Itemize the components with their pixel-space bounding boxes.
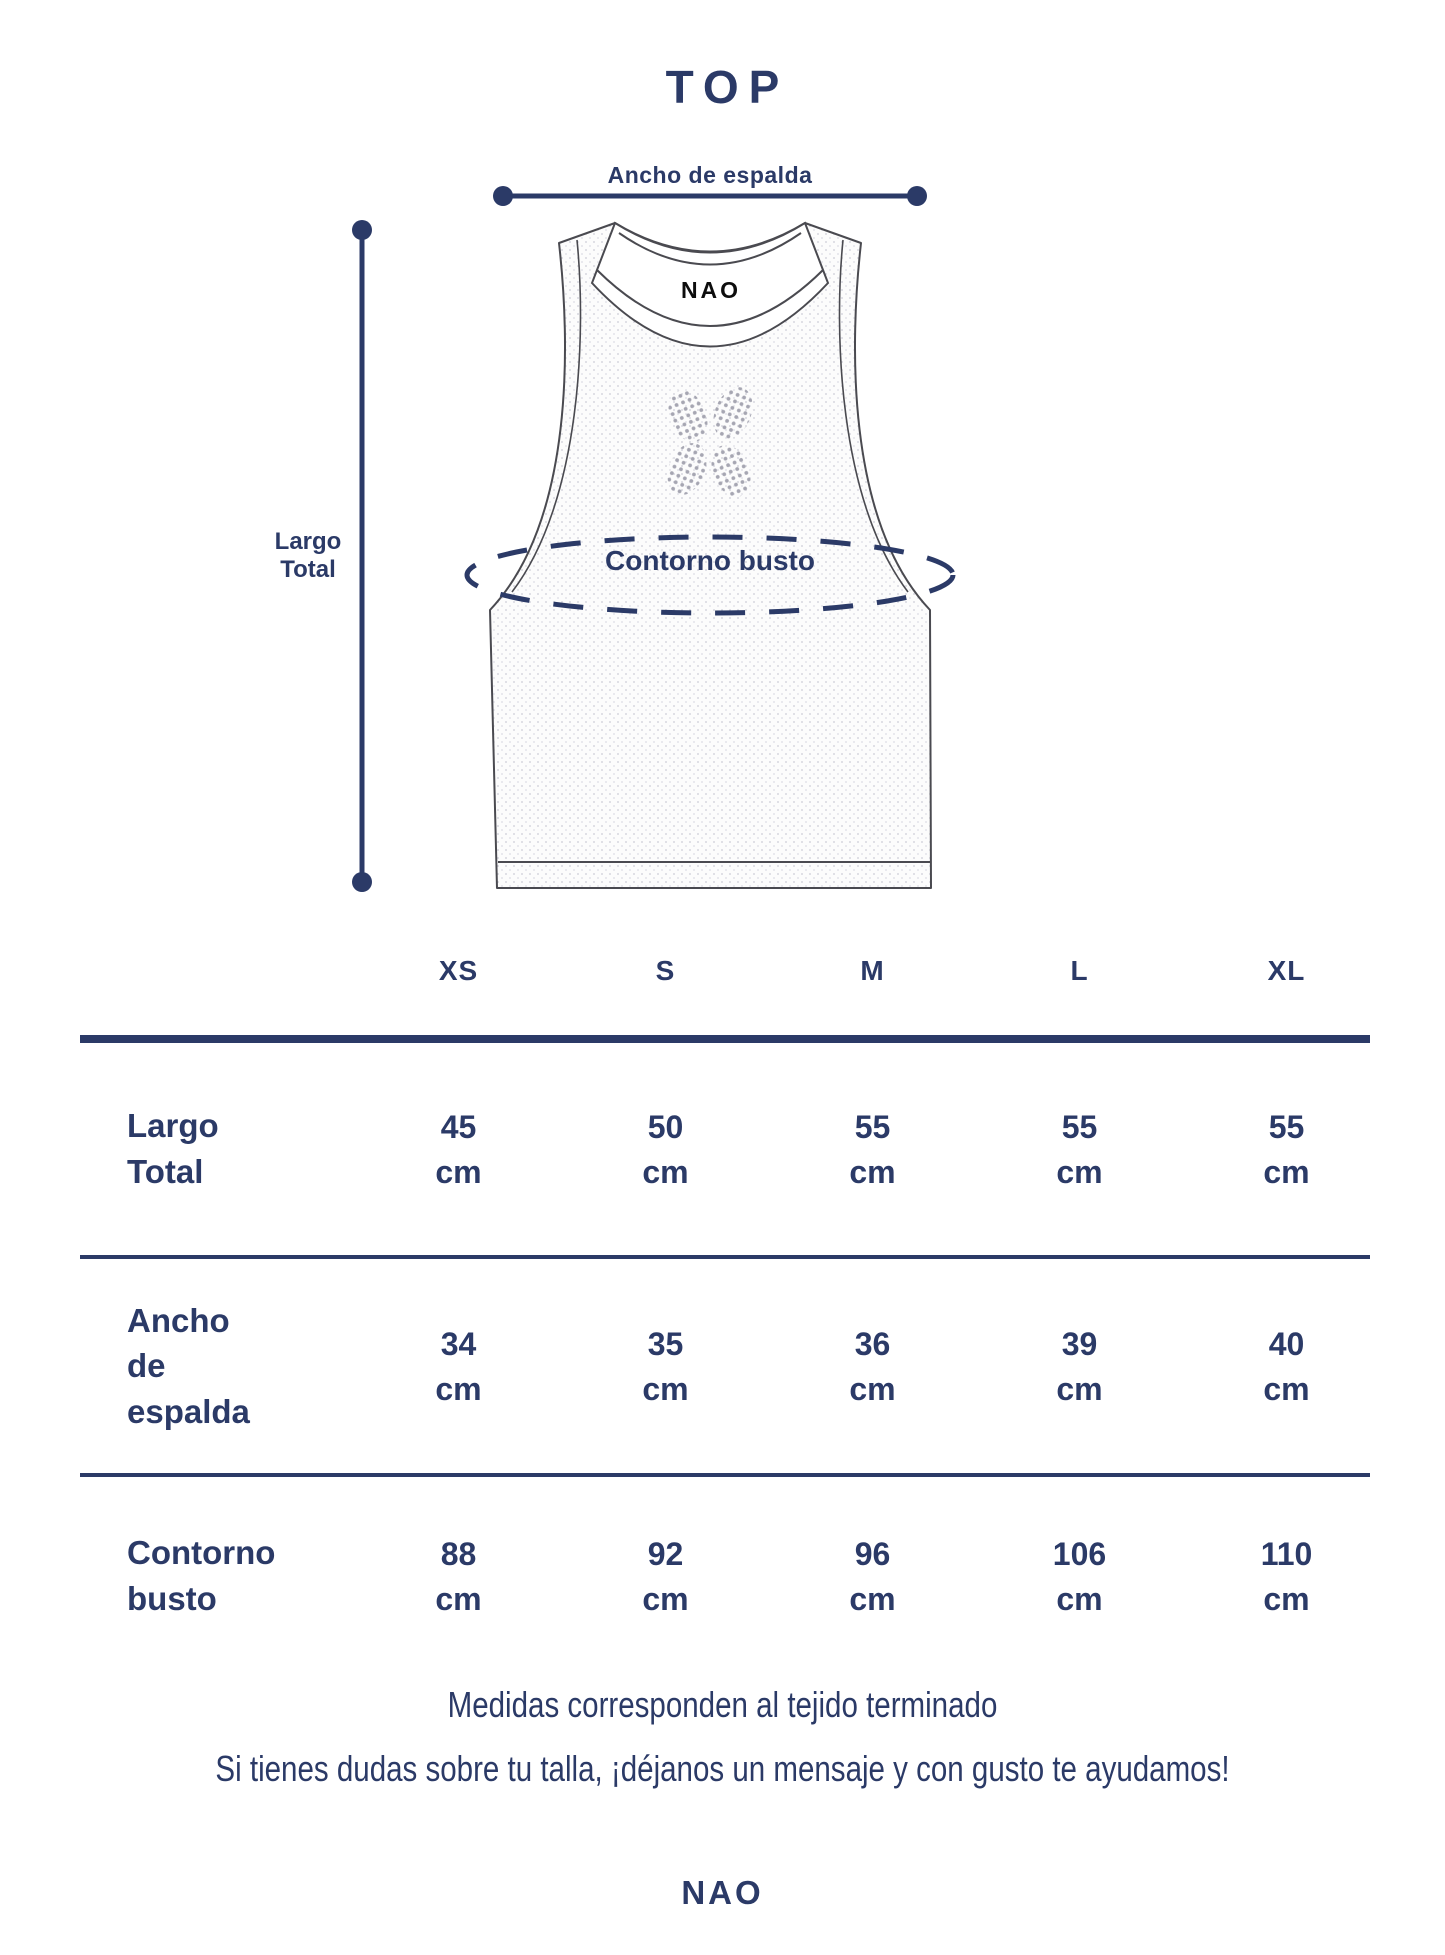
length-label: Largo Total	[274, 528, 342, 583]
back-width-measure-line	[493, 186, 927, 206]
table-divider	[80, 1255, 1370, 1259]
front-collar-seam	[596, 269, 824, 327]
footer-note-help: Si tienes dudas sobre tu talla, ¡déjanos…	[215, 1748, 1230, 1789]
measurement-cell: 55 cm	[849, 1108, 896, 1190]
row-label: Largo Total	[127, 1107, 219, 1190]
row-label: Ancho de espalda	[127, 1301, 250, 1430]
size-table: XS S M L XL Largo Total 45 cm 50 cm 55 c…	[80, 935, 1390, 1675]
back-width-label: Ancho de espalda	[607, 162, 813, 188]
chest-clover-logo	[667, 387, 753, 497]
table-row-largo-total: Largo Total 45 cm 50 cm 55 cm 55 cm 55 c…	[80, 1043, 1390, 1255]
footer-brand-logo: NAO	[681, 1874, 764, 1911]
size-col-l: L	[1070, 955, 1089, 986]
measurement-cell: 96 cm	[849, 1535, 896, 1617]
bust-label: Contorno busto	[605, 545, 815, 576]
measurement-cell: 92 cm	[642, 1535, 689, 1617]
measurement-cell: 110 cm	[1260, 1535, 1313, 1617]
measurement-cell: 35 cm	[642, 1325, 689, 1407]
measurement-cell: 40 cm	[1263, 1325, 1310, 1407]
measurement-cell: 45 cm	[435, 1108, 482, 1190]
measurement-cell: 50 cm	[642, 1108, 689, 1190]
measurement-cell: 106 cm	[1052, 1535, 1107, 1617]
back-collar-seam	[618, 232, 802, 266]
footer-note-measurements: Medidas corresponden al tejido terminado	[447, 1684, 998, 1725]
measurement-cell: 36 cm	[849, 1325, 896, 1407]
row-label: Contorno busto	[127, 1534, 276, 1617]
right-armhole-binding	[838, 239, 909, 593]
bust-measure-ellipse	[464, 534, 956, 616]
measurement-cell: 88 cm	[435, 1535, 482, 1617]
size-col-m: M	[860, 955, 885, 986]
size-col-s: S	[655, 955, 676, 986]
size-col-xs: XS	[438, 955, 479, 986]
table-divider	[80, 1473, 1370, 1477]
tank-top-drawing	[489, 221, 932, 889]
size-table-header: XS S M L XL	[80, 935, 1390, 1035]
table-divider	[80, 1035, 1370, 1043]
page-title: TOP	[665, 61, 790, 113]
collar-brand-label: NAO	[680, 277, 742, 303]
left-armhole-binding	[511, 239, 582, 593]
measurement-cell: 55 cm	[1263, 1108, 1310, 1190]
size-col-xl: XL	[1267, 955, 1306, 986]
measurement-cell: 34 cm	[435, 1325, 482, 1407]
measurement-cell: 55 cm	[1056, 1108, 1103, 1190]
neck-opening	[590, 221, 830, 348]
garment-diagram	[352, 186, 956, 892]
table-row-ancho-espalda: Ancho de espalda 34 cm 35 cm 36 cm 39 cm…	[80, 1259, 1390, 1473]
measurement-cell: 39 cm	[1056, 1325, 1103, 1407]
table-row-contorno-busto: Contorno busto 88 cm 92 cm 96 cm 106 cm …	[80, 1477, 1390, 1675]
length-measure-line	[352, 220, 372, 892]
tank-top-body	[489, 222, 932, 889]
